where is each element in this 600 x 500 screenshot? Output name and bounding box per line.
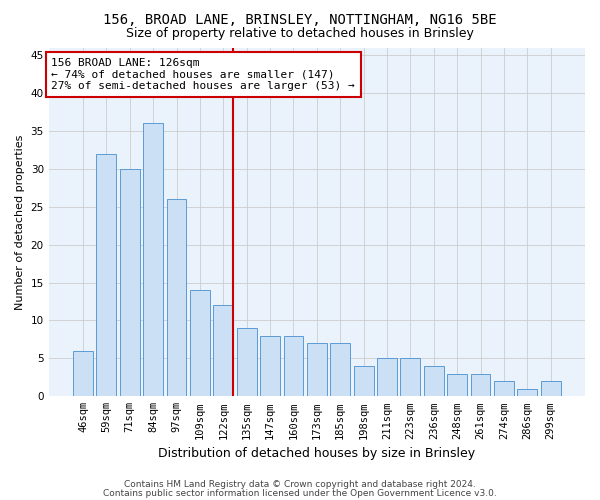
Bar <box>424 366 443 396</box>
Bar <box>447 374 467 396</box>
Bar <box>307 343 327 396</box>
Text: 156, BROAD LANE, BRINSLEY, NOTTINGHAM, NG16 5BE: 156, BROAD LANE, BRINSLEY, NOTTINGHAM, N… <box>103 12 497 26</box>
Bar <box>494 381 514 396</box>
X-axis label: Distribution of detached houses by size in Brinsley: Distribution of detached houses by size … <box>158 447 475 460</box>
Text: 156 BROAD LANE: 126sqm
← 74% of detached houses are smaller (147)
27% of semi-de: 156 BROAD LANE: 126sqm ← 74% of detached… <box>52 58 355 91</box>
Bar <box>120 169 140 396</box>
Bar <box>260 336 280 396</box>
Bar <box>237 328 257 396</box>
Text: Size of property relative to detached houses in Brinsley: Size of property relative to detached ho… <box>126 28 474 40</box>
Bar <box>97 154 116 396</box>
Text: Contains HM Land Registry data © Crown copyright and database right 2024.: Contains HM Land Registry data © Crown c… <box>124 480 476 489</box>
Bar <box>190 290 210 397</box>
Bar <box>73 351 93 397</box>
Y-axis label: Number of detached properties: Number of detached properties <box>15 134 25 310</box>
Bar <box>330 343 350 396</box>
Bar <box>353 366 374 396</box>
Bar <box>143 124 163 396</box>
Bar <box>377 358 397 397</box>
Bar <box>167 199 187 396</box>
Bar <box>214 306 233 396</box>
Bar <box>400 358 421 397</box>
Bar <box>470 374 490 396</box>
Bar <box>284 336 304 396</box>
Bar <box>517 388 537 396</box>
Text: Contains public sector information licensed under the Open Government Licence v3: Contains public sector information licen… <box>103 489 497 498</box>
Bar <box>541 381 560 396</box>
